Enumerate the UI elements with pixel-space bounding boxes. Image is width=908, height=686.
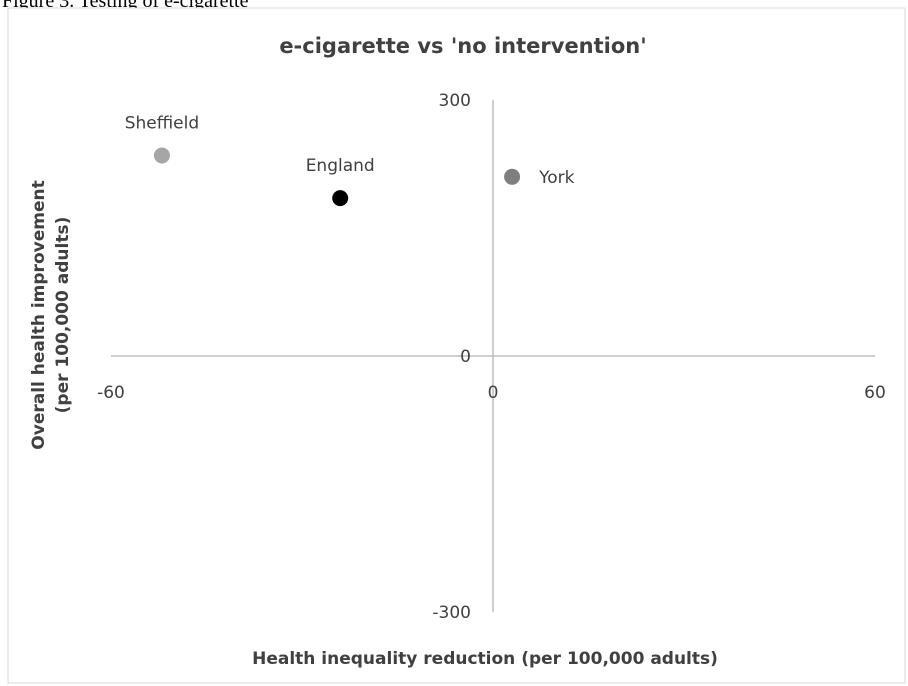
data-point-sheffield [153, 147, 170, 164]
y-tick-label: 0 [460, 347, 471, 367]
data-points: Sheffield England York [125, 113, 575, 207]
data-label-england: England [306, 156, 375, 176]
x-tick-label: 0 [488, 383, 499, 403]
chart-frame [7, 7, 906, 684]
y-tick-label: -300 [432, 603, 471, 623]
y-axis-label: Overall health improvement (per 100,000 … [29, 180, 73, 449]
data-label-york: York [538, 168, 575, 188]
tick-labels: -60 0 60 300 0 -300 [97, 91, 886, 623]
y-tick-label: 300 [439, 91, 471, 111]
x-axis-label: Health inequality reduction (per 100,000… [252, 649, 718, 669]
chart-title: e-cigarette vs 'no intervention' [279, 34, 646, 58]
axes [111, 100, 875, 612]
data-point-york [504, 168, 521, 185]
y-axis-label-line2: (per 100,000 adults) [53, 217, 73, 414]
y-axis-label-line1: Overall health improvement [29, 180, 49, 449]
x-tick-label: 60 [864, 383, 886, 403]
x-tick-label: -60 [97, 383, 125, 403]
data-label-sheffield: Sheffield [125, 113, 199, 133]
data-point-england [332, 190, 349, 207]
